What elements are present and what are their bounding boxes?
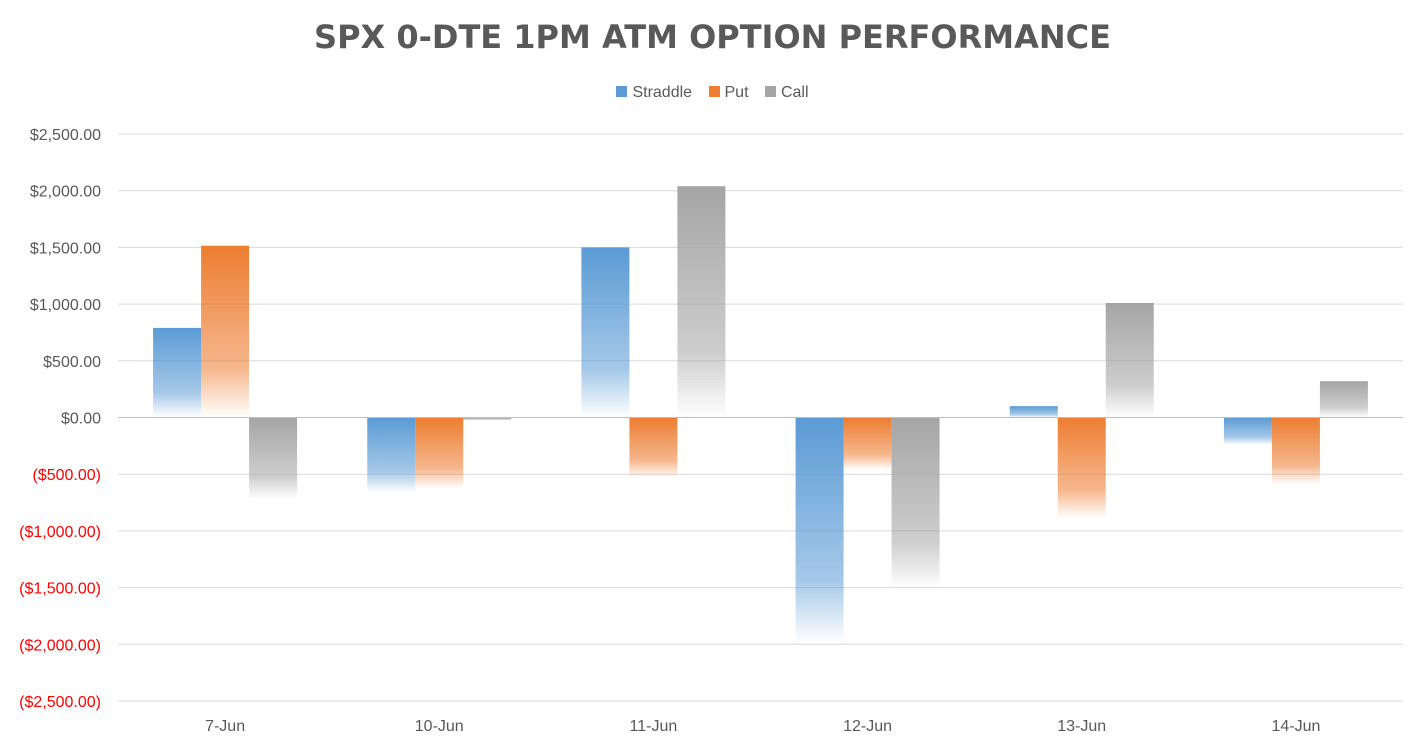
legend-label-put: Put: [724, 84, 749, 101]
bar-put-7-jun: [201, 245, 250, 418]
bar-straddle-13-jun: [1009, 406, 1058, 418]
bar-call-14-jun: [1319, 381, 1368, 418]
y-tick-label: ($1,500.00): [19, 581, 101, 598]
y-tick-label: $2,500.00: [30, 127, 101, 144]
bar-call-7-jun: [249, 417, 298, 500]
legend-label-straddle: Straddle: [632, 84, 693, 101]
bar-straddle-14-jun: [1223, 417, 1272, 445]
bar-straddle-7-jun: [153, 327, 202, 418]
bars: [153, 186, 1368, 644]
y-tick-label: $2,000.00: [30, 184, 101, 201]
legend-item-straddle: Straddle: [616, 84, 692, 102]
x-tick-label: 7-Jun: [205, 718, 245, 735]
chart-title: SPX 0-DTE 1PM ATM OPTION PERFORMANCE: [314, 18, 1111, 56]
x-tick-label: 10-Jun: [415, 718, 464, 735]
y-tick-label: ($500.00): [33, 467, 102, 484]
y-axis-ticks: $2,500.00 $2,000.00 $1,500.00 $1,000.00 $500…: [19, 127, 101, 711]
y-tick-label: $1,500.00: [30, 240, 101, 257]
x-tick-label: 12-Jun: [843, 718, 892, 735]
bar-put-14-jun: [1271, 417, 1320, 485]
bar-call-10-jun: [463, 417, 512, 421]
bar-call-12-jun: [891, 417, 940, 589]
y-tick-label: ($2,500.00): [19, 694, 101, 711]
legend-swatch-call: [764, 86, 776, 97]
y-tick-label: $500.00: [43, 354, 101, 371]
legend-swatch-put: [708, 86, 720, 97]
bar-put-12-jun: [843, 417, 892, 470]
bar-call-13-jun: [1105, 302, 1154, 418]
legend-label-call: Call: [780, 84, 809, 101]
y-tick-label: ($2,000.00): [19, 637, 101, 654]
x-tick-label: 14-Jun: [1271, 718, 1320, 735]
bar-put-10-jun: [415, 417, 464, 489]
legend-swatch-straddle: [616, 86, 628, 97]
bar-call-11-jun: [677, 186, 726, 418]
x-axis-ticks: 7-Jun 10-Jun 11-Jun 12-Jun 13-Jun 14-Jun: [205, 718, 1320, 735]
y-tick-label: $0.00: [61, 411, 101, 428]
legend: Straddle Put Call: [0, 84, 1425, 102]
y-tick-label: ($1,000.00): [19, 524, 101, 541]
legend-item-put: Put: [708, 84, 749, 102]
legend-item-call: Call: [764, 84, 809, 102]
bar-put-13-jun: [1057, 417, 1106, 519]
bar-straddle-10-jun: [367, 417, 416, 493]
bar-put-11-jun: [629, 417, 678, 478]
y-tick-label: $1,000.00: [30, 297, 101, 314]
bar-straddle-11-jun: [581, 247, 630, 418]
bar-straddle-12-jun: [795, 417, 844, 644]
gridlines: [118, 133, 1403, 702]
x-tick-label: 13-Jun: [1057, 718, 1106, 735]
x-tick-label: 11-Jun: [630, 718, 678, 735]
